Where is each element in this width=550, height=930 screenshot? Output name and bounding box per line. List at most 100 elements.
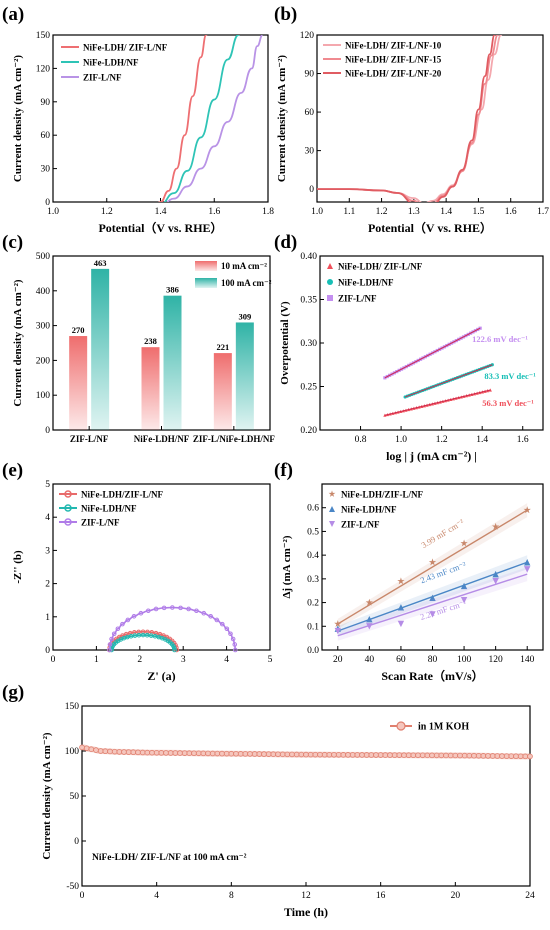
data-point: [452, 752, 459, 759]
y-axis-label: Δj (mA cm⁻²): [281, 535, 293, 598]
panel-e-letter: (e): [2, 460, 23, 481]
legend-label: ZIF-L/NF: [338, 294, 377, 304]
slope-label: 83.3 mV dec⁻¹: [484, 371, 536, 381]
data-point: [237, 751, 244, 757]
annotation-text: NiFe-LDH/ ZIF-L/NF at 100 mA cm⁻²: [92, 853, 247, 863]
y-tick-label: 120: [300, 31, 315, 41]
data-point: [120, 621, 125, 627]
data-point: [391, 752, 398, 758]
x-tick-label: 20: [451, 891, 461, 901]
data-point: [349, 752, 356, 758]
data-point: [115, 626, 121, 632]
data-point: [334, 620, 342, 628]
y-tick-label: 0: [309, 185, 314, 195]
x-tick-label: 1.0: [395, 435, 407, 445]
data-point: [382, 752, 389, 758]
x-tick-label: 0: [80, 891, 85, 901]
data-point: [223, 750, 230, 757]
data-point: [111, 748, 118, 755]
x-tick-label: 1.6: [208, 207, 220, 217]
y-axis-label: Current density (mA cm⁻²): [276, 55, 288, 182]
legend-marker: [64, 518, 72, 526]
y-tick-label: 0.1: [307, 622, 319, 632]
data-point: [265, 751, 272, 757]
data-point: [317, 751, 323, 758]
series-line: [317, 35, 496, 202]
data-point: [492, 578, 499, 585]
panel-c-letter: (c): [2, 232, 23, 253]
y-tick-label: 100: [65, 747, 80, 757]
x-tick-label: 8: [229, 891, 234, 901]
data-point: [368, 752, 375, 758]
data-point: [524, 566, 531, 573]
data-point: [410, 752, 417, 759]
data-point: [145, 608, 151, 614]
data-point: [131, 613, 137, 619]
x-tick-label: 1.6: [517, 435, 529, 445]
data-point: [429, 611, 436, 618]
legend-label: 100 mA cm⁻²: [221, 278, 272, 288]
data-point: [329, 506, 335, 512]
y-axis-label: Overpotential (V): [279, 301, 291, 385]
data-point: [107, 642, 113, 647]
data-point: [230, 636, 236, 642]
data-point: [328, 490, 336, 497]
data-point: [172, 750, 179, 756]
legend-label: 10 mA cm⁻²: [221, 261, 267, 271]
panel-a-letter: (a): [2, 4, 24, 25]
data-point: [200, 750, 207, 757]
data-point: [171, 645, 177, 651]
legend-label: NiFe-LDH/NF: [81, 504, 137, 514]
data-point: [312, 751, 319, 758]
legend-label: NiFe-LDH/NF: [338, 278, 394, 288]
data-point: [170, 605, 175, 610]
legend-label: NiFe-LDH/ ZIF-L/NF-15: [345, 55, 442, 65]
data-point: [279, 751, 286, 758]
data-point: [433, 752, 440, 759]
x-tick-label: 1.8: [262, 207, 274, 217]
x-tick-label: 16: [376, 891, 386, 901]
legend-label: NiFe-LDH/ ZIF-L/NF-20: [345, 69, 442, 79]
data-point: [88, 746, 95, 752]
data-point: [489, 753, 496, 759]
data-point: [492, 570, 499, 578]
x-tick-label: 1.2: [101, 207, 113, 217]
x-tick-label: 140: [520, 655, 535, 665]
data-point: [251, 751, 258, 757]
y-tick-label: 90: [305, 70, 315, 80]
bar: [69, 336, 88, 430]
data-point: [298, 751, 305, 758]
data-point: [158, 750, 165, 756]
legend-swatch: [195, 278, 217, 288]
x-tick-label: 20: [333, 655, 343, 665]
chart-e: 0 1 2 3 4 5 0 1 2 3 4 5 Z' (a) -Z'' (b) NiFe-LDH/ZIF-L…: [12, 480, 273, 683]
y-tick-label: 0: [45, 646, 50, 656]
data-point: [366, 615, 373, 623]
data-point: [471, 752, 477, 759]
data-point: [340, 752, 347, 758]
data-point: [219, 750, 225, 757]
data-point: [161, 605, 167, 611]
panel-f-letter: (f): [274, 460, 293, 481]
x-tick-label: 0: [51, 655, 56, 665]
data-point: [354, 752, 361, 758]
x-tick-label: 40: [365, 655, 375, 665]
x-tick-label: 1.7: [537, 207, 549, 217]
data-point: [102, 748, 109, 755]
y-axis-label: Current density (mA cm⁻²): [41, 732, 53, 859]
data-point: [194, 608, 199, 614]
data-point: [205, 750, 211, 757]
data-point: [186, 606, 191, 612]
legend-label: ZIF-L/NF: [81, 518, 120, 528]
data-point: [153, 749, 160, 756]
data-point: [513, 753, 519, 760]
data-point: [396, 752, 403, 758]
data-point: [405, 752, 412, 759]
data-point: [424, 752, 431, 759]
fit-line: [384, 327, 481, 379]
y-tick-label: 5: [45, 480, 50, 490]
data-point: [363, 752, 370, 758]
x-tick-label: 100: [457, 655, 472, 665]
data-point: [327, 263, 333, 269]
